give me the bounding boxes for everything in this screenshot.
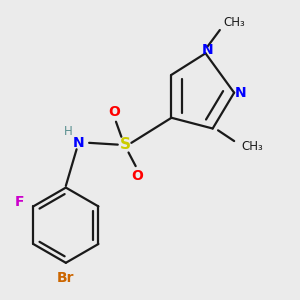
Text: H: H xyxy=(64,125,73,138)
Text: S: S xyxy=(119,137,130,152)
Text: O: O xyxy=(131,169,143,183)
Text: CH₃: CH₃ xyxy=(224,16,245,29)
Text: N: N xyxy=(73,136,84,150)
Text: F: F xyxy=(15,195,24,209)
Text: CH₃: CH₃ xyxy=(241,140,263,153)
Text: O: O xyxy=(108,105,120,119)
Text: N: N xyxy=(235,86,246,100)
Text: Br: Br xyxy=(57,271,75,285)
Text: N: N xyxy=(202,44,213,57)
